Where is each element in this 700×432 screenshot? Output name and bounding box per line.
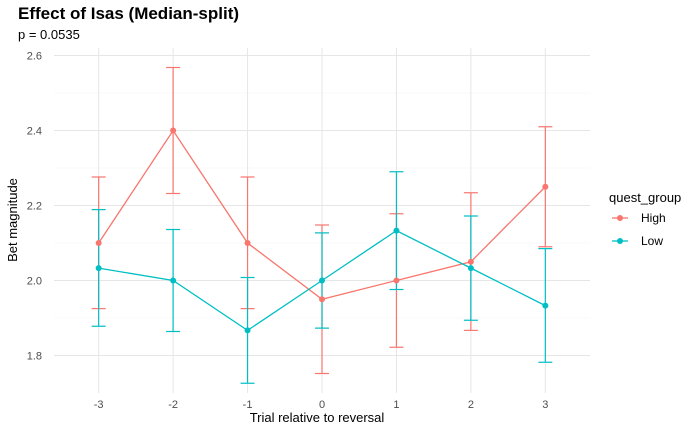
data-point-high (244, 240, 251, 246)
chart-title: Effect of Isas (Median-split) (18, 4, 240, 23)
legend-key-point (617, 238, 623, 244)
y-tick-label: 2.6 (27, 51, 42, 63)
y-tick-label: 2.4 (27, 126, 42, 138)
x-tick-label: 0 (319, 399, 325, 411)
data-point-high (319, 296, 325, 303)
series-points (95, 127, 549, 334)
legend-label-low: Low (641, 234, 663, 248)
x-tick-label: 3 (542, 399, 548, 411)
y-tick-label: 2.2 (27, 201, 42, 213)
data-point-low (244, 327, 251, 334)
legend-title: quest_group (609, 190, 681, 205)
data-point-high (170, 127, 177, 134)
data-point-low (170, 277, 177, 284)
x-tick-label: -3 (94, 399, 104, 411)
x-tick-label: 2 (468, 399, 474, 411)
x-tick-label: -1 (243, 399, 253, 411)
legend-key-point (617, 215, 623, 221)
y-tick-labels: 1.8 2.0 2.2 2.4 2.6 (27, 51, 42, 363)
data-point-low (319, 277, 325, 284)
data-point-high (542, 183, 549, 190)
legend-label-high: High (641, 211, 666, 225)
x-axis-label: Trial relative to reversal (250, 410, 385, 425)
legend-item-low: Low (612, 234, 663, 248)
data-point-low (95, 265, 102, 272)
data-point-low (467, 265, 474, 272)
y-tick-label: 1.8 (27, 351, 42, 363)
data-point-high (467, 258, 474, 265)
y-axis-label: Bet magnitude (5, 178, 20, 262)
x-tick-label: -2 (168, 399, 178, 411)
data-point-low (542, 302, 549, 309)
chart-subtitle: p = 0.0535 (18, 27, 80, 42)
data-point-low (393, 227, 400, 234)
y-tick-label: 2.0 (27, 276, 42, 288)
legend-item-high: High (612, 211, 666, 225)
x-tick-label: 1 (393, 399, 399, 411)
legend: quest_group High Low (609, 190, 681, 248)
x-tick-labels: -3 -2 -1 0 1 2 3 (94, 399, 549, 411)
data-point-high (393, 277, 400, 284)
data-point-high (95, 240, 102, 246)
